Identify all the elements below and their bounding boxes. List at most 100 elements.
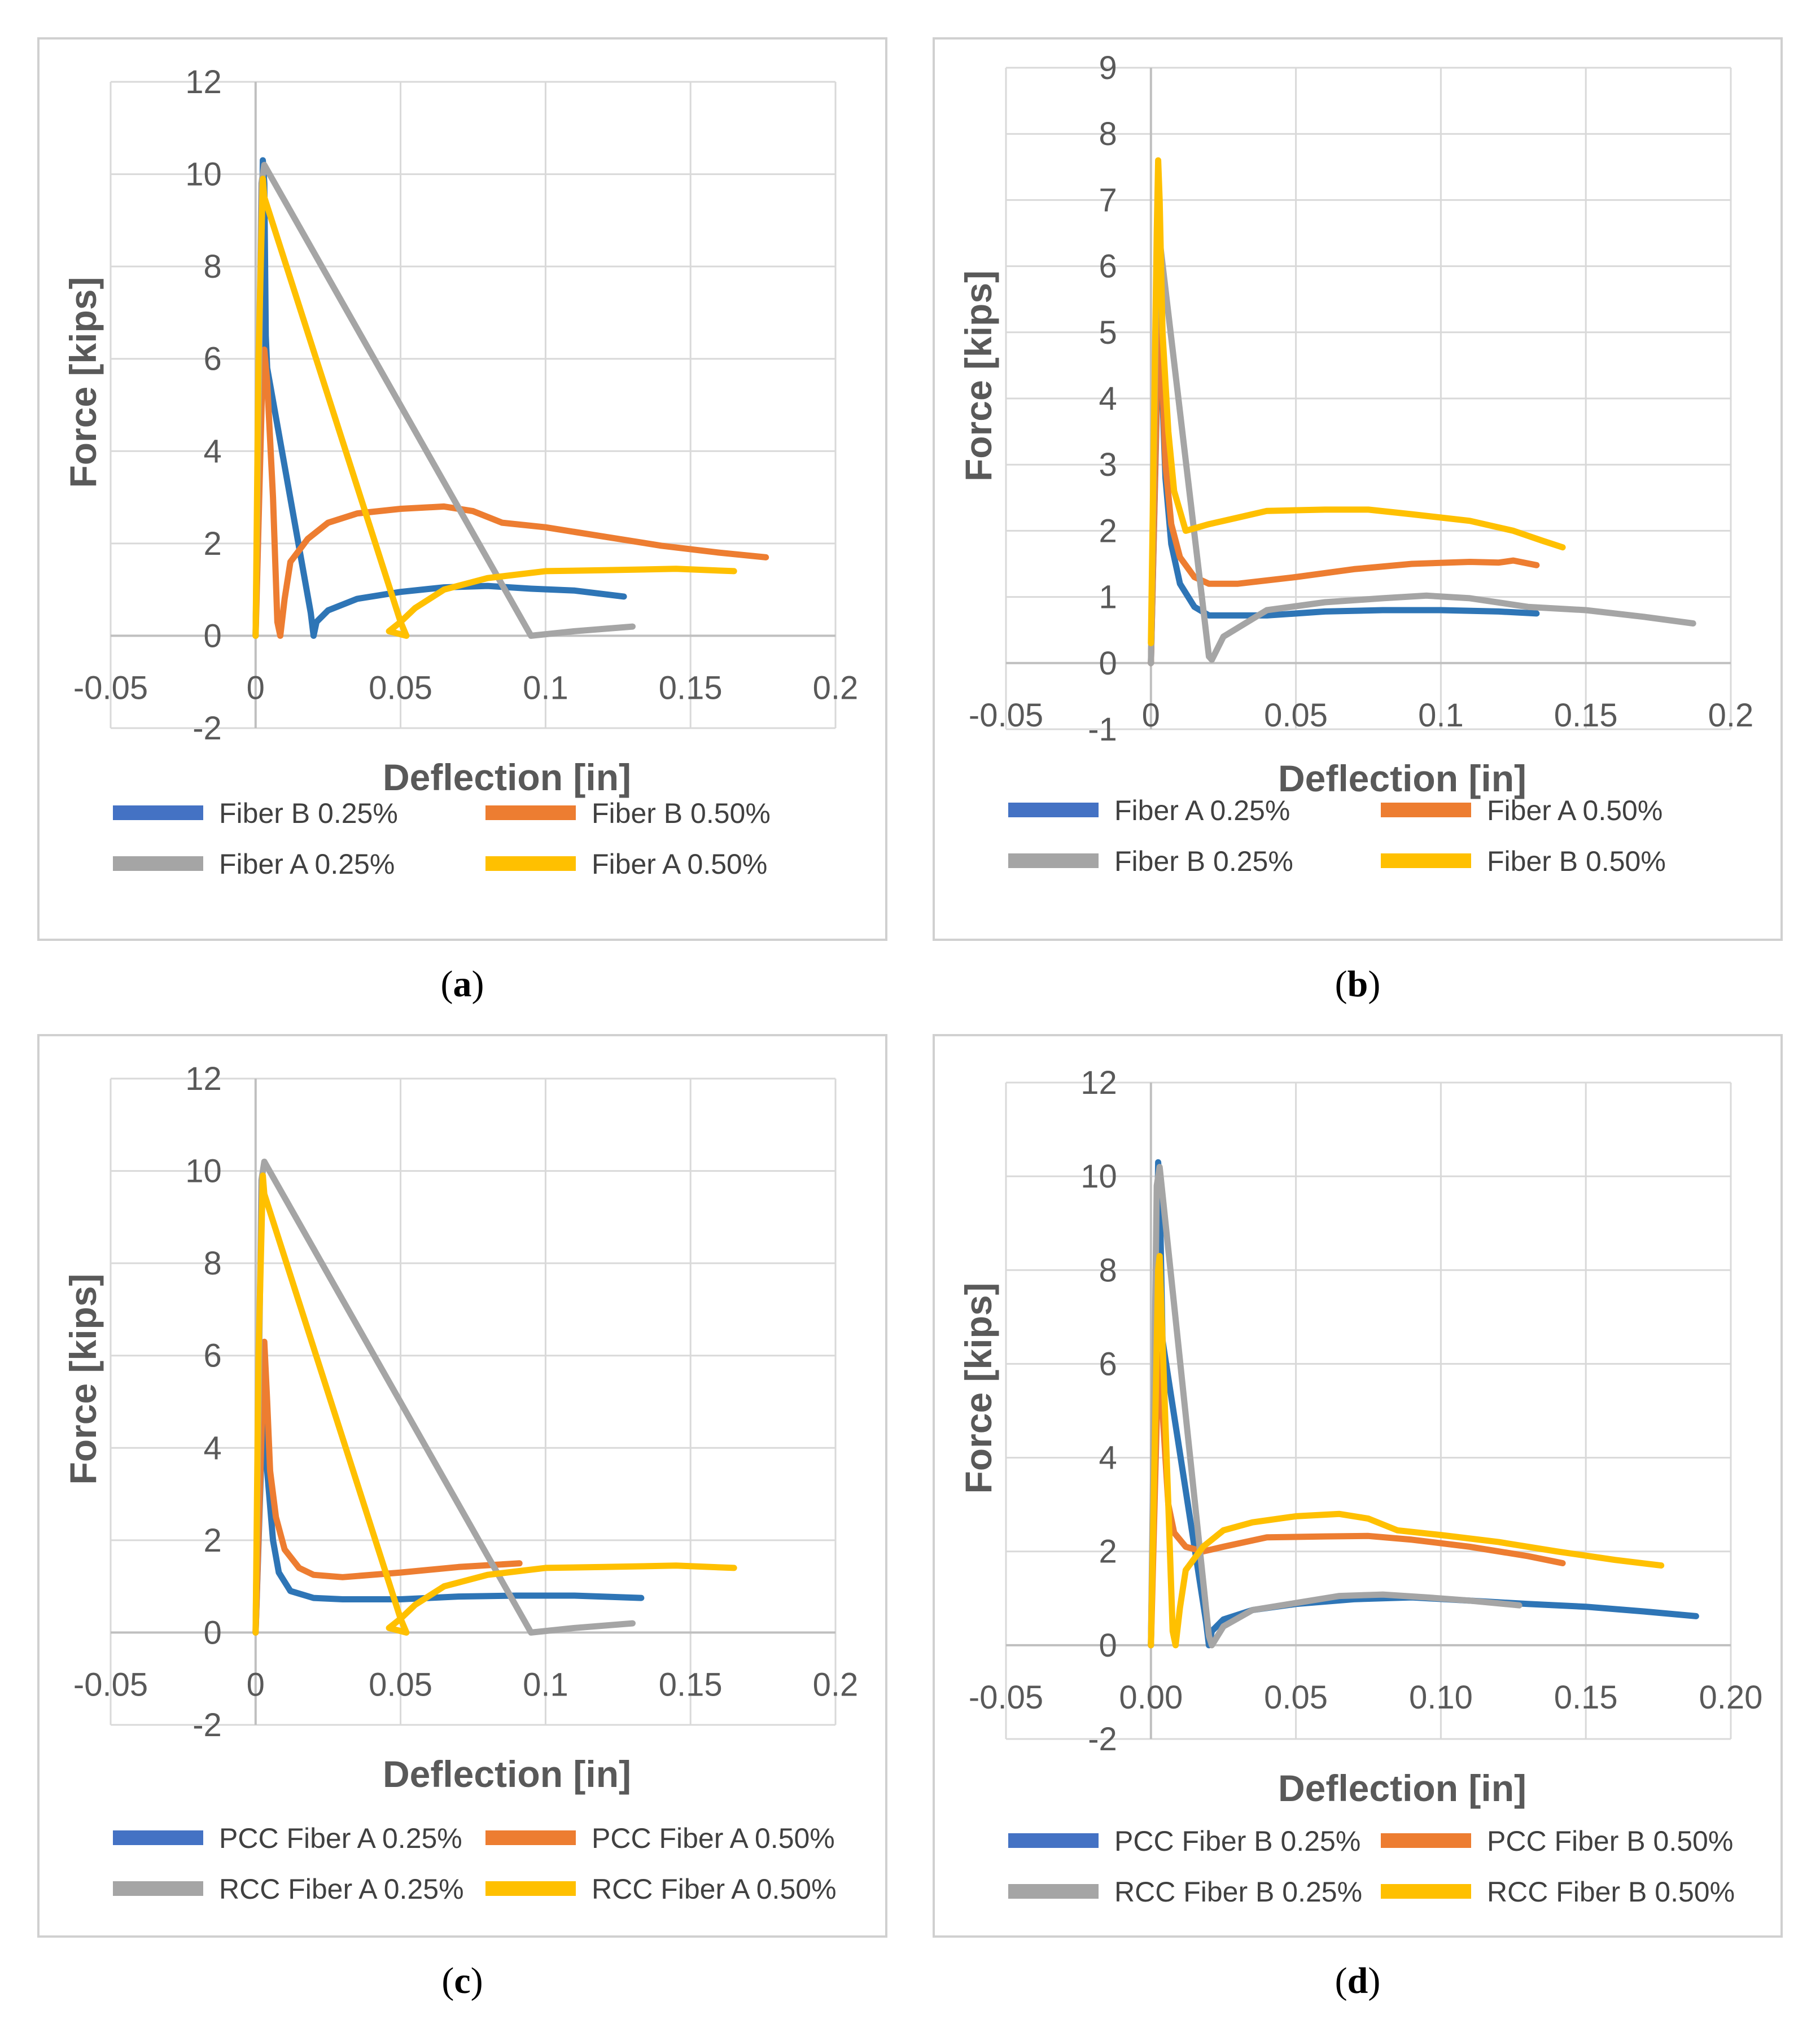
y-tick-label: -1 [1088, 711, 1117, 748]
y-tick-label: 3 [1099, 446, 1117, 483]
x-tick-label: 0.05 [1264, 1679, 1328, 1716]
x-tick-label: 0.2 [813, 669, 859, 706]
x-tick-label: 0 [247, 669, 265, 706]
x-tick-label: 0.1 [1418, 697, 1464, 734]
series-line-1 [1148, 263, 1540, 667]
x-axis-title: Deflection [in] [1278, 1767, 1526, 1809]
legend-label: Fiber B 0.50% [592, 798, 771, 829]
x-tick-label: -0.05 [73, 1666, 148, 1703]
y-tick-label: 5 [1099, 314, 1117, 351]
x-axis-title: Deflection [in] [1278, 757, 1526, 799]
y-axis-title: Force [kips] [957, 1282, 999, 1493]
y-tick-label: 10 [185, 156, 222, 193]
y-tick-label: 9 [1099, 50, 1117, 86]
caption-d: (d) [1335, 1960, 1381, 2001]
y-tick-label: 8 [204, 248, 222, 285]
y-tick-label: 2 [204, 1522, 222, 1559]
series-line-3 [252, 176, 737, 639]
series-line-1 [252, 346, 769, 639]
legend-label: PCC Fiber A 0.25% [219, 1823, 462, 1854]
series-line-2 [1148, 1164, 1523, 1649]
x-tick-label: 0.05 [369, 1666, 432, 1703]
x-tick-label: -0.05 [969, 1679, 1043, 1716]
legend-label: PCC Fiber A 0.50% [592, 1823, 835, 1854]
y-tick-label: 2 [1099, 1534, 1117, 1570]
series-line-0 [1148, 276, 1540, 667]
x-tick-label: 0.20 [1699, 1679, 1763, 1716]
legend-label: Fiber B 0.25% [1114, 846, 1293, 877]
x-tick-label: -0.05 [969, 697, 1043, 734]
x-tick-label: 0 [247, 1666, 265, 1703]
x-tick-label: 0.15 [659, 1666, 723, 1703]
series-line-2 [1148, 236, 1696, 667]
legend-label: PCC Fiber B 0.50% [1487, 1825, 1733, 1857]
y-tick-label: 2 [1099, 512, 1117, 549]
x-tick-label: -0.05 [73, 669, 148, 706]
legend-label: RCC Fiber B 0.25% [1114, 1876, 1362, 1908]
chart-svg-d: -2 0 2 4 6 8 10 12 -0.05 0.00 0.05 0.10 0.15 0.20 Defl… [957, 1065, 1763, 1908]
y-tick-label: 10 [1080, 1158, 1117, 1195]
y-tick-label: 4 [1099, 380, 1117, 417]
x-tick-label: 0.1 [523, 1666, 568, 1703]
chart-svg-a: -2 0 2 4 6 8 10 12 -0.05 0 0.05 0.1 0.15 0.2 Deflectio… [62, 64, 859, 880]
x-tick-label: 0.00 [1119, 1679, 1183, 1716]
series-line-2 [252, 1158, 636, 1636]
series-line-2 [252, 161, 636, 639]
y-tick-label: 4 [1099, 1440, 1117, 1477]
series-line-0 [252, 157, 627, 639]
y-tick-label: 8 [1099, 116, 1117, 152]
y-tick-label: 0 [204, 617, 222, 654]
chart-panel-c: -2 0 2 4 6 8 10 12 -0.05 0 0.05 0.1 0.15 0.2 Deflectio… [37, 1034, 887, 1938]
series-line-0 [252, 1361, 645, 1636]
y-axis-title: Force [kips] [62, 277, 104, 488]
y-tick-label: 6 [204, 1338, 222, 1374]
x-axis-title: Deflection [in] [383, 1753, 631, 1795]
x-tick-label: 0.15 [659, 669, 723, 706]
y-tick-label: 1 [1099, 579, 1117, 616]
chart-panel-b: -1 0 1 2 3 4 5 6 7 8 9 -0.05 0 0.05 0.1 0.15 0.2 Deflecti… [933, 37, 1783, 941]
y-tick-label: 4 [204, 433, 222, 470]
legend-label: Fiber A 0.25% [1114, 795, 1290, 826]
x-tick-label: 0.05 [1264, 697, 1328, 734]
legend-label: RCC Fiber A 0.25% [219, 1873, 464, 1905]
x-tick-label: 0 [1142, 697, 1160, 734]
legend-label: Fiber B 0.25% [219, 798, 398, 829]
y-tick-label: 0 [204, 1614, 222, 1651]
chart-svg-b: -1 0 1 2 3 4 5 6 7 8 9 -0.05 0 0.05 0.1 0.15 0.2 Deflecti… [957, 50, 1754, 877]
y-tick-label: 4 [204, 1430, 222, 1466]
legend-label: RCC Fiber B 0.50% [1487, 1876, 1735, 1908]
x-tick-label: 0.1 [523, 669, 568, 706]
legend-label: Fiber A 0.50% [592, 848, 767, 880]
x-tick-label: 0.10 [1409, 1679, 1473, 1716]
y-tick-label: 0 [1099, 645, 1117, 682]
chart-panel-a: -2 0 2 4 6 8 10 12 -0.05 0 0.05 0.1 0.15 0.2 Deflectio… [37, 37, 887, 941]
y-tick-label: 8 [1099, 1252, 1117, 1289]
y-tick-label: 6 [1099, 248, 1117, 285]
y-tick-label: -2 [193, 710, 222, 747]
y-tick-label: 10 [185, 1153, 222, 1190]
y-axis-title: Force [kips] [957, 270, 999, 481]
legend-label: Fiber B 0.50% [1487, 846, 1666, 877]
x-tick-label: 0.2 [1708, 697, 1754, 734]
legend-label: Fiber A 0.50% [1487, 795, 1663, 826]
chart-svg-c: -2 0 2 4 6 8 10 12 -0.05 0 0.05 0.1 0.15 0.2 Deflectio… [62, 1061, 859, 1905]
y-tick-label: 12 [185, 64, 222, 100]
y-tick-label: 6 [1099, 1346, 1117, 1382]
y-tick-label: -2 [193, 1707, 222, 1744]
x-tick-label: 0.15 [1554, 1679, 1618, 1716]
series-line-1 [252, 1338, 523, 1636]
x-tick-label: 0.2 [813, 1666, 859, 1703]
y-tick-label: 7 [1099, 182, 1117, 218]
y-tick-label: 12 [1080, 1065, 1117, 1101]
legend-label: PCC Fiber B 0.25% [1114, 1825, 1360, 1857]
series-line-3 [1148, 1252, 1665, 1649]
y-tick-label: -2 [1088, 1721, 1117, 1758]
y-tick-label: 0 [1099, 1627, 1117, 1664]
series-line-3 [252, 1172, 737, 1636]
chart-panel-d: -2 0 2 4 6 8 10 12 -0.05 0.00 0.05 0.10 0.15 0.20 Defl… [933, 1034, 1783, 1938]
y-tick-label: 12 [185, 1061, 222, 1097]
y-tick-label: 2 [204, 525, 222, 562]
series-line-3 [1148, 157, 1566, 647]
legend-label: RCC Fiber A 0.50% [592, 1873, 837, 1905]
caption-b: (b) [1335, 963, 1381, 1005]
